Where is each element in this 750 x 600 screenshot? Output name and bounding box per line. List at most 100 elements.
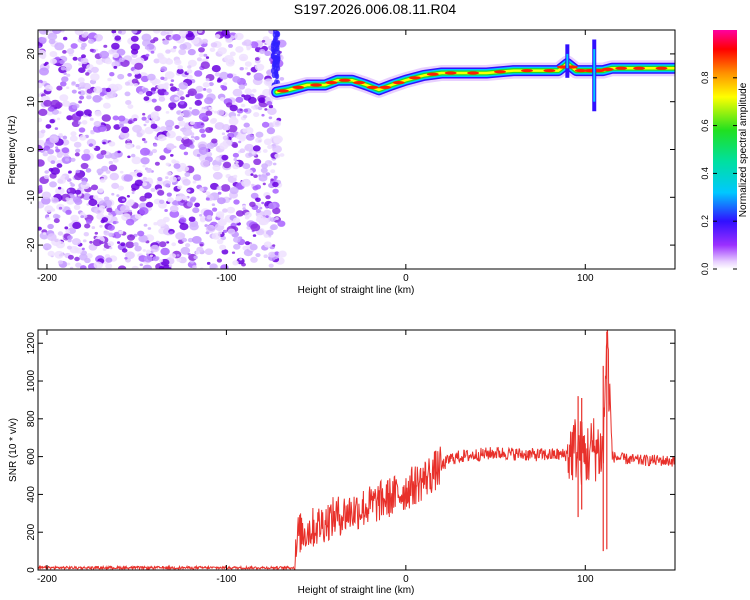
noise-speck bbox=[235, 96, 244, 103]
noise-speck bbox=[143, 96, 150, 101]
noise-speck bbox=[65, 229, 71, 234]
noise-speck bbox=[239, 258, 243, 261]
noise-speck bbox=[73, 204, 81, 210]
noise-speck bbox=[72, 196, 82, 203]
noise-speck bbox=[263, 234, 269, 238]
noise-speck bbox=[221, 249, 229, 255]
noise-speck bbox=[194, 99, 202, 106]
noise-speck bbox=[211, 138, 218, 144]
noise-speck bbox=[159, 155, 166, 161]
noise-speck bbox=[80, 212, 85, 216]
noise-speck bbox=[265, 205, 269, 209]
noise-speck bbox=[74, 189, 82, 195]
noise-speck bbox=[140, 157, 150, 165]
spectrogram-x-axis: -200 -100 0 100 bbox=[37, 30, 594, 284]
noise-speck bbox=[125, 100, 132, 105]
noise-speck bbox=[165, 176, 169, 180]
noise-speck bbox=[55, 187, 65, 195]
noise-speck bbox=[222, 135, 229, 141]
noise-speck bbox=[195, 85, 204, 92]
noise-speck bbox=[108, 164, 118, 172]
noise-speck bbox=[85, 219, 92, 224]
noise-speck bbox=[74, 173, 83, 181]
noise-speck bbox=[153, 58, 160, 64]
noise-speck bbox=[125, 241, 135, 249]
noise-speck bbox=[272, 181, 279, 188]
noise-speck bbox=[160, 126, 167, 132]
noise-speck bbox=[150, 187, 156, 192]
noise-speck bbox=[191, 236, 202, 244]
noise-speck bbox=[251, 88, 257, 93]
noise-speck bbox=[200, 159, 211, 168]
ridge-hotspot bbox=[392, 81, 405, 85]
y-tick-label: 200 bbox=[26, 523, 37, 540]
colorbar-tick-label: 0.4 bbox=[700, 167, 710, 180]
noise-speck bbox=[54, 250, 64, 259]
noise-speck bbox=[270, 169, 276, 174]
noise-speck bbox=[149, 180, 154, 184]
noise-speck bbox=[174, 59, 182, 66]
ridge-hotspot bbox=[444, 71, 457, 75]
noise-speck bbox=[116, 194, 120, 197]
noise-speck bbox=[81, 33, 88, 38]
noise-speck bbox=[38, 93, 41, 97]
noise-speck bbox=[244, 241, 250, 246]
noise-speck bbox=[153, 222, 158, 226]
noise-speck bbox=[81, 247, 85, 251]
noise-speck bbox=[160, 76, 165, 81]
noise-speck bbox=[206, 215, 213, 220]
noise-speck bbox=[228, 43, 233, 48]
x-tick-label: -100 bbox=[216, 574, 236, 585]
noise-speck bbox=[217, 197, 226, 205]
noise-speck bbox=[268, 116, 273, 120]
noise-speck bbox=[251, 151, 256, 155]
noise-speck bbox=[220, 264, 229, 269]
noise-speck bbox=[158, 266, 165, 269]
noise-speck bbox=[66, 73, 71, 77]
noise-speck bbox=[253, 112, 260, 118]
noise-speck bbox=[250, 256, 258, 263]
noise-speck bbox=[166, 171, 172, 176]
noise-speck bbox=[242, 163, 251, 170]
noise-speck bbox=[177, 185, 183, 190]
noise-speck bbox=[192, 180, 197, 184]
noise-speck bbox=[84, 223, 91, 229]
noise-speck bbox=[81, 153, 91, 161]
noise-speck bbox=[232, 163, 240, 170]
noise-speck bbox=[109, 246, 113, 250]
noise-speck bbox=[119, 170, 124, 174]
noise-speck bbox=[182, 128, 193, 137]
ridge-hotspot bbox=[408, 76, 421, 80]
noise-speck bbox=[80, 162, 89, 170]
noise-speck bbox=[134, 213, 142, 220]
noise-speck bbox=[153, 198, 161, 205]
colorbar-tick-label: 0.8 bbox=[700, 72, 710, 85]
snr-line bbox=[38, 330, 675, 570]
noise-speck bbox=[185, 32, 195, 41]
noise-speck bbox=[232, 88, 243, 97]
colorbar: 0.0 0.2 0.4 0.6 0.8 Normalized spectral ampl… bbox=[700, 30, 749, 275]
noise-speck bbox=[174, 125, 180, 129]
noise-speck bbox=[239, 67, 244, 71]
noise-speck bbox=[181, 237, 188, 243]
noise-speck bbox=[50, 160, 56, 165]
noise-speck bbox=[142, 182, 148, 187]
noise-speck bbox=[75, 247, 83, 254]
noise-speck bbox=[175, 135, 183, 142]
noise-speck bbox=[154, 161, 160, 166]
noise-speck bbox=[121, 248, 128, 253]
noise-speck bbox=[62, 50, 67, 54]
noise-speck bbox=[131, 30, 138, 34]
noise-speck bbox=[91, 66, 99, 73]
noise-speck bbox=[277, 220, 286, 227]
noise-speck bbox=[265, 195, 271, 200]
ridge-hotspot bbox=[310, 83, 323, 87]
noise-speck bbox=[176, 68, 184, 75]
noise-speck bbox=[217, 231, 223, 235]
noise-speck bbox=[268, 202, 277, 210]
noise-speck bbox=[224, 55, 234, 63]
noise-speck bbox=[222, 229, 228, 233]
noise-speck bbox=[164, 91, 169, 96]
noise-speck bbox=[80, 215, 85, 219]
noise-speck bbox=[222, 208, 228, 213]
